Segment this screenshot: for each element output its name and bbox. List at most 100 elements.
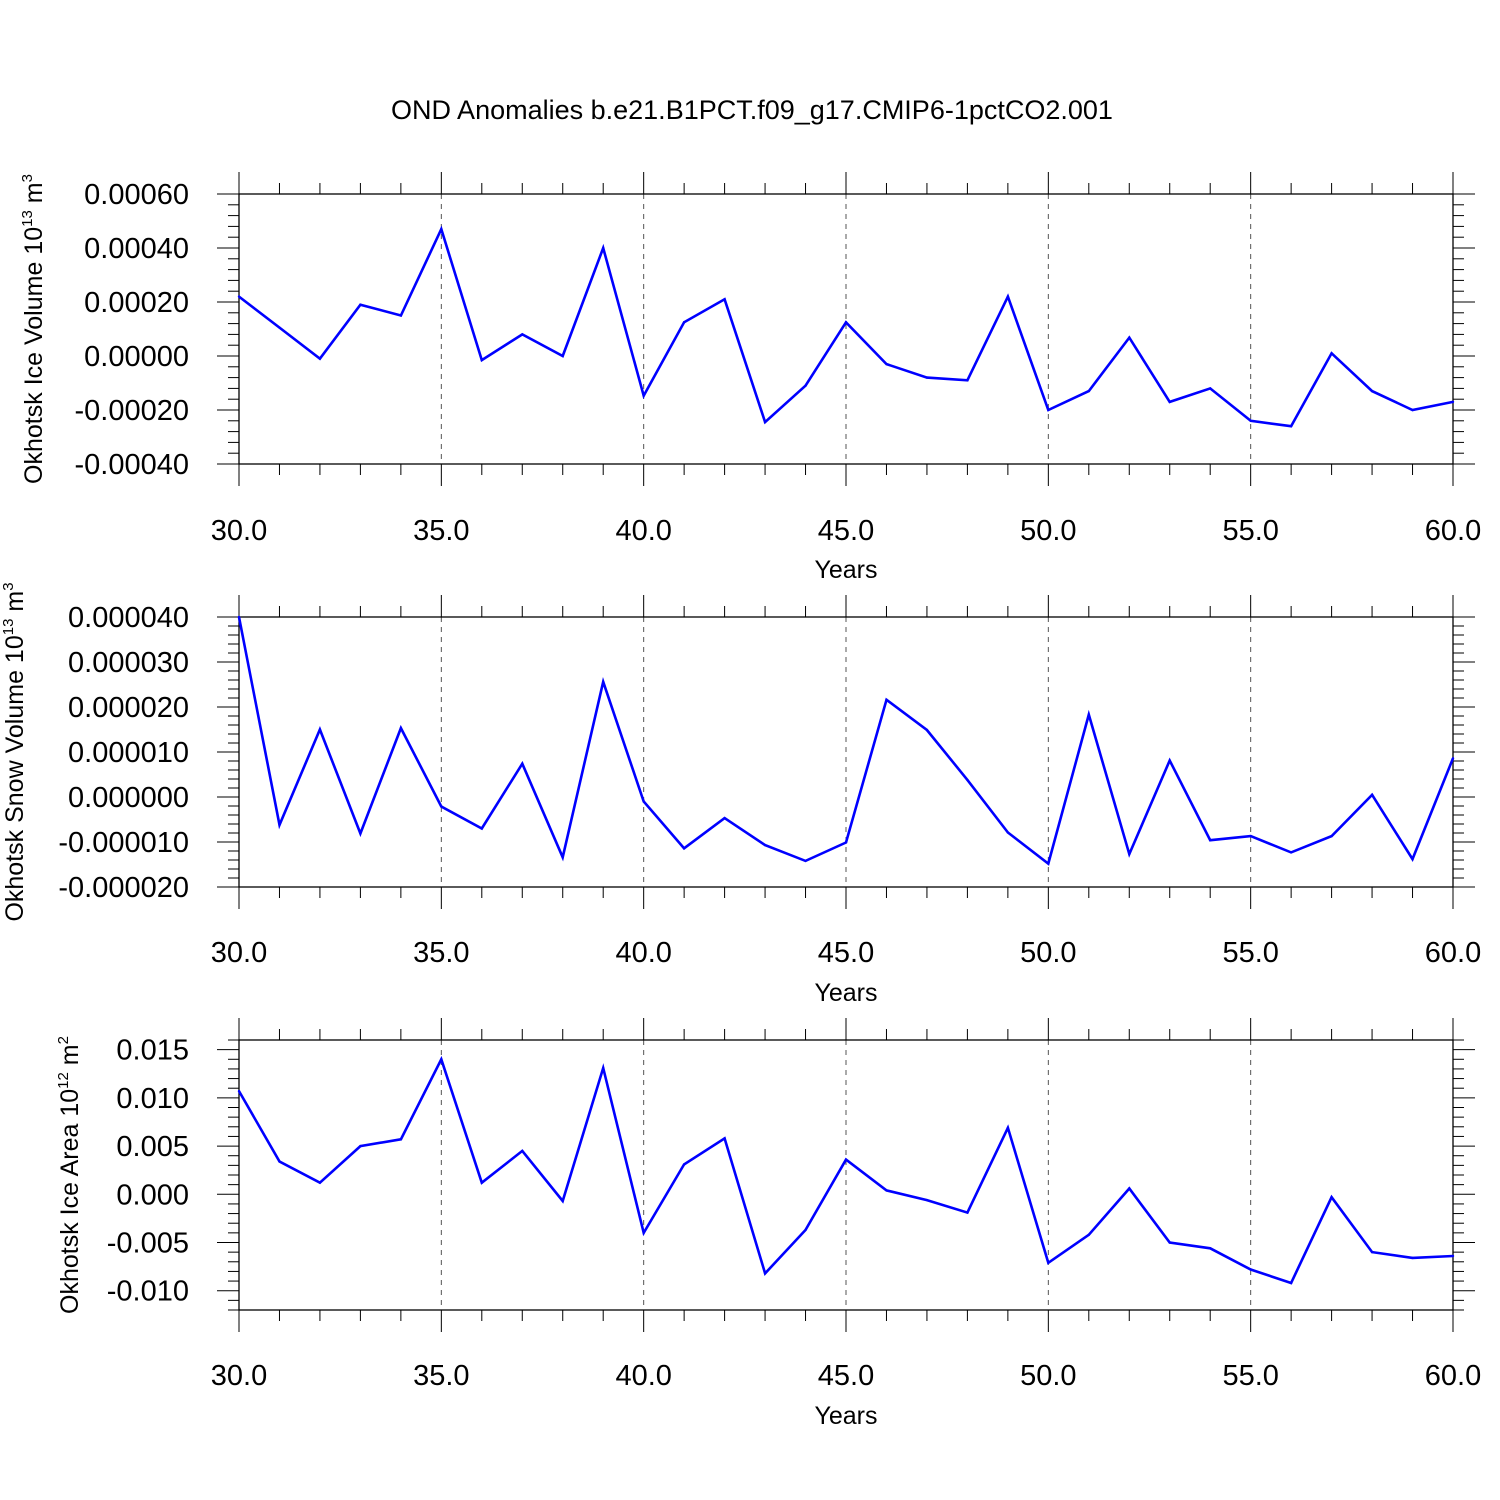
x-axis-title: Years [814, 979, 877, 1007]
data-point [1047, 408, 1050, 412]
y-tick-label: 0.00060 [84, 179, 189, 211]
data-point [1249, 834, 1252, 838]
data-point [1209, 839, 1212, 842]
data-point [682, 321, 686, 324]
y-tick-label: -0.00040 [75, 449, 190, 481]
data-point [1451, 400, 1455, 404]
data-point [925, 376, 929, 379]
data-point [1168, 759, 1171, 762]
data-point [1006, 831, 1010, 834]
data-point [682, 847, 686, 850]
x-tick-label: 45.0 [818, 1360, 874, 1392]
y-tick-label: -0.000020 [58, 872, 189, 904]
data-point [1411, 1256, 1414, 1260]
data-point [399, 1138, 403, 1141]
data-point [844, 841, 848, 844]
y-tick-label: 0.000030 [68, 647, 189, 679]
data-point [318, 357, 322, 360]
data-point [885, 698, 888, 701]
data-point [844, 321, 848, 324]
x-tick-label: 35.0 [413, 1360, 469, 1392]
data-point [1370, 389, 1374, 393]
data-point [1128, 336, 1131, 339]
data-point [1289, 1281, 1293, 1285]
x-tick-label: 35.0 [413, 515, 469, 547]
data-point [359, 303, 362, 306]
data-point [1087, 713, 1091, 716]
data-point [359, 832, 362, 835]
data-point [480, 1181, 483, 1184]
x-tick-label: 40.0 [615, 515, 671, 547]
data-point [359, 1144, 362, 1148]
x-tick-label: 50.0 [1020, 515, 1076, 547]
data-point [440, 805, 443, 808]
data-point [642, 394, 645, 397]
data-point [237, 615, 241, 619]
data-point [642, 1231, 645, 1235]
data-point [318, 728, 322, 731]
data-point [885, 362, 888, 366]
y-tick-label: 0.000020 [68, 692, 189, 724]
data-point [399, 314, 403, 317]
data-point [1330, 1195, 1333, 1199]
data-point [844, 1158, 848, 1161]
data-point [1330, 352, 1333, 355]
data-point [1249, 419, 1252, 422]
data-point [318, 1181, 322, 1184]
x-tick-label: 40.0 [615, 937, 671, 969]
x-tick-label: 40.0 [615, 1360, 671, 1392]
data-point [602, 246, 605, 250]
data-point [804, 859, 807, 863]
data-point [1168, 1241, 1171, 1244]
data-point [885, 1189, 888, 1192]
x-tick-label: 30.0 [211, 1360, 267, 1392]
data-point [237, 295, 241, 298]
y-tick-label: -0.00020 [75, 395, 190, 427]
data-point [966, 1211, 969, 1214]
data-point [763, 420, 767, 424]
data-point [723, 816, 726, 820]
y-axis-title: Okhotsk Ice Volume 1013 m3 [19, 174, 49, 484]
x-tick-label: 60.0 [1425, 515, 1481, 547]
y-tick-label: -0.000010 [58, 827, 189, 859]
data-point [1128, 1187, 1131, 1190]
y-axis-title: Okhotsk Ice Area 1012 m2 [55, 1036, 85, 1314]
data-point [1289, 851, 1293, 854]
y-tick-label: -0.010 [107, 1276, 189, 1308]
data-point [723, 1137, 726, 1140]
data-point [440, 227, 443, 231]
x-tick-label: 55.0 [1222, 937, 1278, 969]
chart-panel-1: 30.0 35.0 40.0 45.0 50.0 55.0 60.0 0.00060 0.000… [19, 172, 1481, 584]
y-tick-label: 0.000010 [68, 737, 189, 769]
x-tick-label: 60.0 [1425, 937, 1481, 969]
data-point [804, 1228, 807, 1232]
x-tick-label: 45.0 [818, 515, 874, 547]
data-point [1047, 1261, 1050, 1264]
data-point [682, 1163, 686, 1166]
data-point [480, 358, 483, 362]
data-point [966, 778, 969, 782]
data-point [237, 1089, 241, 1093]
data-point [1370, 793, 1374, 796]
data-point [1087, 389, 1091, 393]
data-point [804, 384, 807, 387]
data-point [925, 1198, 929, 1202]
data-point [1047, 862, 1050, 865]
data-point [521, 1149, 524, 1153]
data-point [763, 1272, 767, 1275]
x-tick-label: 55.0 [1222, 1360, 1278, 1392]
data-point [480, 827, 483, 830]
data-point [602, 1066, 605, 1070]
y-tick-label: -0.005 [107, 1228, 189, 1260]
chart-panels: 30.0 35.0 40.0 45.0 50.0 55.0 60.0 0.00060 0.000… [0, 172, 1481, 1430]
data-point [1209, 387, 1212, 390]
x-axis-title: Years [814, 556, 877, 584]
data-point [1249, 1268, 1252, 1271]
y-tick-label: 0.005 [116, 1131, 189, 1163]
data-point [1128, 852, 1131, 856]
data-point [1087, 1233, 1091, 1236]
data-point [1451, 757, 1455, 760]
x-tick-label: 55.0 [1222, 515, 1278, 547]
data-point [966, 379, 969, 382]
